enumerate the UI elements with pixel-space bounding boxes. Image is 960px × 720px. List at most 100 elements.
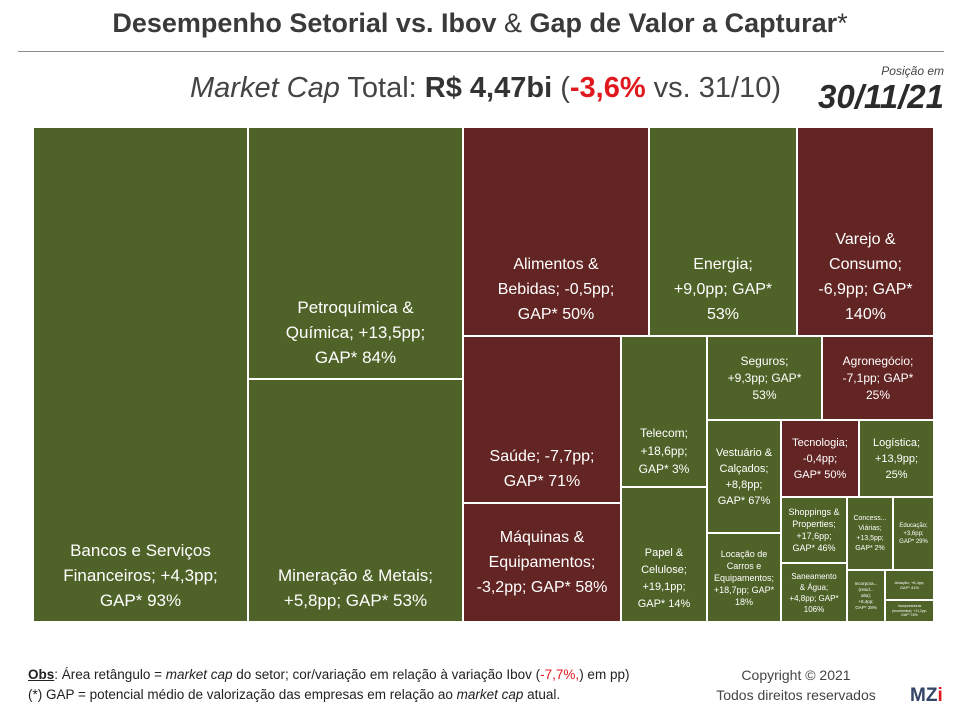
sector-tile-label-line: Aviação; +6,4pp;	[894, 579, 925, 585]
sector-tile-label-line: 53%	[706, 306, 739, 323]
sector-tile-label-line: Alimentos &	[513, 256, 599, 273]
sector-tile-label-line: Bancos e Serviços	[70, 541, 211, 560]
sector-tile-label-line: GAP* 14%	[637, 598, 691, 610]
sector-tile-label-line: GAP* 16%	[901, 613, 918, 618]
subtitle-open: (	[552, 72, 570, 104]
sector-tile-label: Locação de Carros e Equipamentos; +18,7pp; …	[712, 548, 776, 608]
sector-tile: Vestuário & Calçados; +8,8pp; GAP* 67%	[707, 420, 781, 533]
market-cap-subtitle: Market Cap Total: R$ 4,47bi (-3,6% vs. 3…	[190, 72, 781, 105]
sector-tile: Locação de Carros e Equipamentos; +18,7pp; …	[707, 533, 781, 622]
sector-tile: Tecnologia; -0,4pp; GAP* 50%	[781, 420, 859, 497]
sector-tile: Educação; +3,6pp; GAP* 29%	[893, 497, 934, 570]
sector-tile-label-line: +8,4pp;	[858, 599, 874, 604]
sector-tile-label-line: 18%	[734, 596, 753, 607]
sector-tile-label-line: Carros e	[726, 560, 762, 571]
sector-tile-label-line: Equipamentos;	[488, 554, 596, 571]
sector-tile-label: Saúde; -7,7pp; GAP* 71%	[488, 444, 597, 502]
sector-tile-label: Máquinas & Equipamentos; -3,2pp; GAP* 58%	[475, 525, 610, 600]
sector-tile-label-line: Saneamento	[791, 571, 837, 581]
logo-i: i	[937, 685, 943, 706]
sector-tile-label-line: GAP* 71%	[503, 473, 581, 490]
sector-tile: Alimentos & Bebidas; -0,5pp; GAP* 50%	[463, 127, 649, 336]
sector-tile-label: Papel & Celulose; +19,1pp; GAP* 14%	[636, 545, 693, 621]
sector-tile-label: Aviação; +6,4pp; GAP* 41%	[893, 580, 927, 591]
sector-tile: Varejo & Consumo; -6,9pp; GAP* 140%	[797, 127, 934, 336]
sector-tile: Agronegócio; -7,1pp; GAP* 25%	[822, 336, 934, 420]
sector-tile-label: Petroquímica & Química; +13,5pp; GAP* 84%	[284, 295, 427, 378]
sector-tile-label-line: Tecnologia;	[792, 436, 848, 449]
sector-tile: Logística; +13,9pp; 25%	[859, 420, 934, 497]
obs-text3: ) em pp)	[579, 667, 630, 682]
sector-tile-label-line: Agronegócio;	[842, 353, 914, 368]
sector-tile-label: Concess... Viárias; +13,5pp; GAP* 2%	[851, 514, 888, 554]
sector-tile-label: Telecom; +18,6pp; GAP* 3%	[637, 424, 692, 486]
sector-tile-label-line: +13,5pp;	[856, 534, 884, 542]
sector-tile-label-line: GAP* 50%	[793, 468, 847, 481]
sector-tile-label-line: GAP* 3%	[638, 462, 690, 476]
sector-tile: Papel & Celulose; +19,1pp; GAP* 14%	[621, 487, 707, 622]
sector-tile: Shoppings & Properties; +17,6pp; GAP* 46%	[781, 497, 847, 563]
sector-tile: Incorporadoras (econômica); +11,2pp; GAP* …	[885, 600, 934, 622]
sector-tile-label-line: Incorpora...	[854, 581, 878, 586]
sector-tile-label-line: Seguros;	[740, 353, 789, 368]
sector-tile-label-line: +8,8pp;	[725, 478, 763, 491]
sector-tile-label-line: Consumo;	[829, 256, 902, 273]
obs-line: Obs: Área retângulo = market cap do seto…	[28, 665, 629, 685]
sector-tile-label-line: +9,3pp; GAP*	[727, 370, 802, 385]
sector-tile-label: Educação; +3,6pp; GAP* 29%	[897, 522, 930, 546]
sector-tile-label-line: GAP* 46%	[792, 543, 836, 553]
sector-tile-label-line: Petroquímica &	[297, 298, 414, 317]
subtitle-value: R$ 4,47bi	[424, 72, 553, 104]
sector-tile-label-line: +9,0pp; GAP*	[673, 281, 773, 298]
sector-tile-label: Shoppings & Properties; +17,6pp; GAP* 46%	[786, 506, 841, 554]
obs-italic: market cap	[165, 667, 233, 682]
sector-tile-label-line: +3,6pp;	[903, 530, 924, 537]
sector-tile-label: Seguros; +9,3pp; GAP* 53%	[726, 353, 804, 404]
sector-tile-label: Logística; +13,9pp; 25%	[871, 435, 922, 483]
title-asterisk: *	[837, 8, 848, 38]
sector-tile-label-line: Financeiros; +4,3pp;	[63, 566, 218, 585]
sector-tile-label-line: -7,1pp; GAP*	[842, 370, 914, 385]
position-date: 30/11/21	[817, 78, 944, 115]
sector-tile-label-line: -6,9pp; GAP*	[818, 281, 913, 298]
sector-tile-label-line: Celulose;	[641, 564, 687, 576]
sector-tile-label-line: Logística;	[872, 436, 921, 449]
sector-tile-label-line: Equipamentos;	[713, 572, 775, 583]
sector-tile-label: Vestuário & Calçados; +8,8pp; GAP* 67%	[714, 445, 774, 509]
sector-tile-label-line: 25%	[885, 468, 908, 481]
copyright: Copyright © 2021 Todos direitos reservad…	[706, 665, 886, 705]
sector-tile: Energia; +9,0pp; GAP* 53%	[649, 127, 797, 336]
sector-tile-label: Mineração & Metais; +5,8pp; GAP* 53%	[276, 563, 435, 621]
sector-tile-label-line: +13,9pp;	[874, 452, 919, 465]
sector-tile-label-line: Varejo &	[835, 231, 896, 248]
sector-tile-label-line: -3,2pp; GAP* 58%	[476, 579, 608, 596]
sector-tile-label-line: GAP* 41%	[899, 585, 920, 590]
sector-tile: Saúde; -7,7pp; GAP* 71%	[463, 336, 621, 503]
gap-text2: atual.	[523, 687, 561, 702]
obs-text1: : Área retângulo =	[54, 667, 166, 682]
gap-text1: (*) GAP = potencial médio de valorização…	[28, 687, 457, 702]
chart-title: Desempenho Setorial vs. Ibov & Gap de Va…	[0, 8, 960, 39]
sector-tile-label: Varejo & Consumo; -6,9pp; GAP* 140%	[816, 227, 914, 335]
title-part1: Desempenho Setorial vs. Ibov	[112, 8, 497, 38]
sector-tile-label-line: +17,6pp;	[796, 531, 832, 541]
sector-tile-label-line: 25%	[865, 387, 891, 402]
sector-tile-label-line: +4,8pp; GAP*	[789, 593, 839, 603]
sector-tile-label: Incorporadoras (econômica); +11,2pp; GAP* …	[890, 604, 929, 618]
sector-tile-label-line: Educação;	[899, 522, 928, 529]
footnote: Obs: Área retângulo = market cap do seto…	[28, 665, 629, 705]
rights-line: Todos direitos reservados	[716, 687, 876, 703]
sector-tile-label: Saneamento & Água; +4,8pp; GAP* 106%	[787, 571, 840, 615]
position-label: Posição em	[881, 64, 944, 78]
sector-tile: Telecom; +18,6pp; GAP* 3%	[621, 336, 707, 487]
subtitle-change: -3,6%	[569, 72, 646, 104]
subtitle-total: Total:	[339, 72, 425, 104]
sector-tile-label-line: Saúde; -7,7pp;	[489, 448, 595, 465]
sector-tile-label-line: Locação de	[720, 548, 768, 559]
sector-tile-label-line: +19,1pp;	[642, 581, 686, 593]
copyright-line: Copyright © 2021	[741, 667, 851, 683]
sector-tile: Saneamento & Água; +4,8pp; GAP* 106%	[781, 563, 847, 622]
sector-tile-label-line: GAP* 29%	[899, 538, 928, 545]
sector-tile-label-line: GAP* 84%	[314, 348, 397, 367]
sector-tile-label-line: & Água;	[799, 582, 829, 592]
